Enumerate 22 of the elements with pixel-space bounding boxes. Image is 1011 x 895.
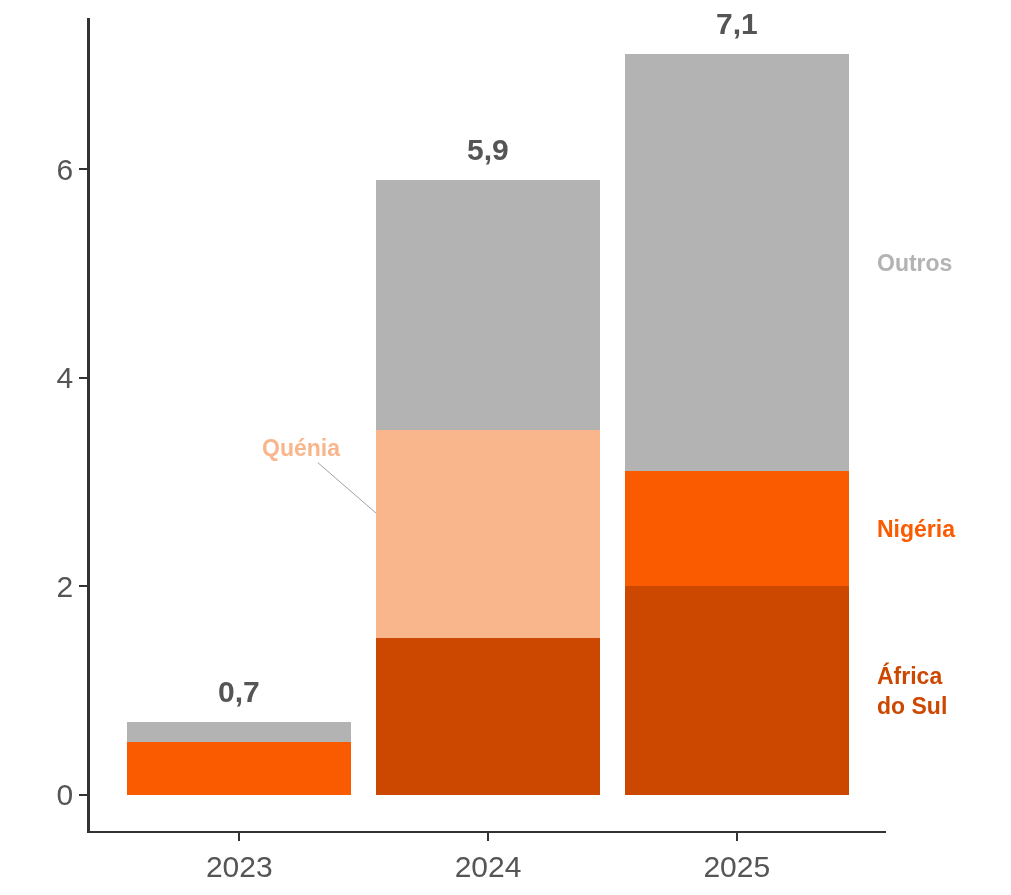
x-tick-label: 2025 [703, 850, 771, 883]
y-tick-label: 2 [56, 569, 74, 603]
y-tick-label: 6 [56, 152, 74, 186]
y-tick-label: 0 [56, 778, 74, 812]
bar [376, 429, 600, 639]
total-label: 7,1 [716, 7, 758, 40]
bar [127, 721, 352, 743]
total-label: 5,9 [467, 133, 509, 166]
bar [376, 638, 600, 795]
bar [624, 54, 849, 472]
x-tick-label: 2024 [454, 850, 522, 883]
series-label: Outros [877, 250, 953, 276]
series-label: Nigéria [877, 516, 956, 542]
bar [376, 179, 600, 430]
total-label: 0,7 [218, 675, 260, 708]
y-tick-label: 4 [56, 361, 74, 395]
series-label: Quénia [262, 435, 341, 461]
x-tick-label: 2023 [205, 850, 273, 883]
bar [624, 471, 849, 587]
series-label: África do Sul [877, 662, 948, 719]
bar [127, 742, 352, 795]
bar [624, 586, 849, 795]
